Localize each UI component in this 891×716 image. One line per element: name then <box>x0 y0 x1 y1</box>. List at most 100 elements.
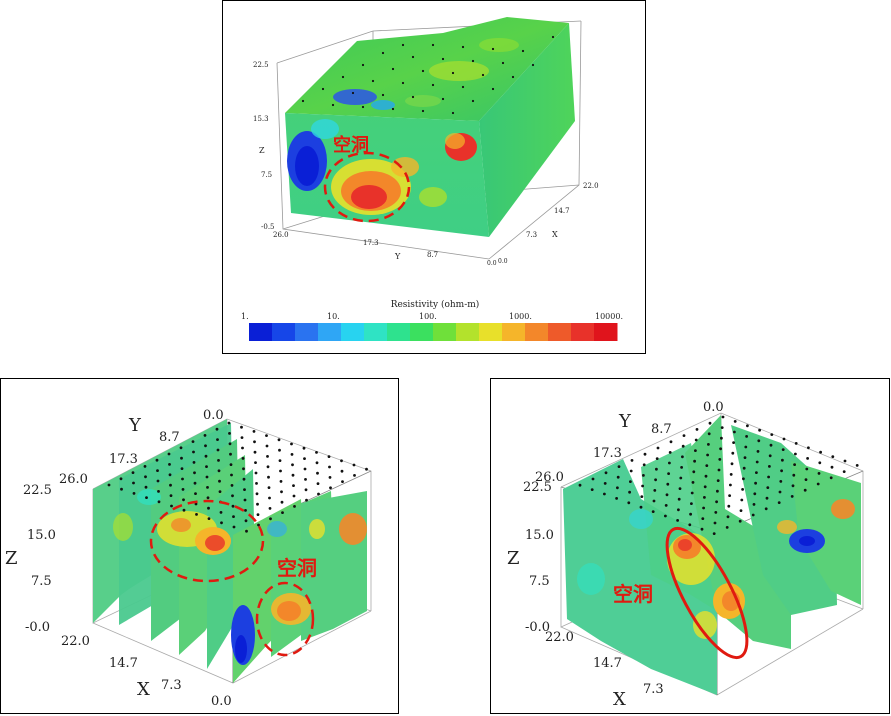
electrode-dot <box>220 521 223 525</box>
z-tick-2: 15.0 <box>27 528 56 543</box>
electrode-dot <box>745 435 748 438</box>
electrode-dot <box>132 481 135 485</box>
cavity-label: 空洞 <box>333 134 369 156</box>
electrode-dot <box>653 489 657 492</box>
electrode-dot <box>144 475 147 479</box>
electrode-dot <box>192 450 195 454</box>
electrode-dot <box>277 438 281 442</box>
electrode-dot <box>706 453 709 457</box>
electrode-dot <box>145 496 148 499</box>
electrode-dot <box>227 421 231 425</box>
electrode-dot <box>255 492 259 496</box>
electrode-dot <box>268 496 271 500</box>
electrode-dot <box>120 487 123 491</box>
electrode-dot <box>700 527 704 531</box>
electrode-dot <box>655 467 658 471</box>
electrode-dot <box>669 440 673 444</box>
electrode-dot <box>714 511 718 514</box>
electrode-dot <box>712 532 716 535</box>
electrode-dot <box>231 504 235 508</box>
electrode-dot <box>782 437 786 441</box>
y-tick-2: 8.7 <box>159 430 180 445</box>
electrode-dot <box>182 498 185 502</box>
electrode-dot <box>278 448 281 452</box>
electrode-dot <box>352 463 356 467</box>
electrode-dot <box>578 483 582 487</box>
electrode-dot <box>681 444 685 448</box>
electrode-dot <box>818 461 822 465</box>
electrode-dot <box>755 460 759 464</box>
electrode-dot <box>757 439 761 443</box>
electrode-dot <box>302 446 306 450</box>
electrode-dot <box>690 502 693 505</box>
colorbar-swatch <box>525 323 549 341</box>
electrode-dot <box>207 517 211 520</box>
electrode-dot <box>693 459 696 463</box>
electrode-dot <box>194 502 198 506</box>
electrode-dot <box>804 478 808 481</box>
electrode-dot <box>769 443 773 447</box>
electrode-dot <box>721 415 725 419</box>
z-tick-3: 7.5 <box>261 171 272 179</box>
electrode-dot <box>182 508 186 512</box>
electrode-dot <box>679 476 683 480</box>
electrode-dot <box>328 476 332 479</box>
electrode-dot <box>204 454 208 458</box>
electrode-dot <box>278 459 282 462</box>
electrode-dots <box>301 35 555 115</box>
electrode-dot <box>256 513 260 516</box>
electrode-dot <box>667 472 670 475</box>
electrode-dot <box>157 490 160 493</box>
electrode-dot <box>590 488 594 491</box>
electrode-dot <box>290 442 293 446</box>
electrode-dot <box>229 452 232 456</box>
electrode-dot <box>228 432 231 435</box>
electrode-dot <box>280 500 284 504</box>
electrode-dot <box>230 473 233 477</box>
y-tick-2: 17.3 <box>363 239 379 247</box>
electrode-dot <box>718 458 722 461</box>
electrode-dot <box>725 526 729 529</box>
electrode-dot <box>665 493 669 497</box>
electrode-dots <box>578 415 859 535</box>
cavity-label: 空洞 <box>613 582 653 606</box>
legend-tick-3: 100. <box>419 312 437 321</box>
electrode-dot <box>156 479 160 483</box>
electrode-dot <box>688 523 692 527</box>
electrode-dot <box>754 481 757 485</box>
y-tick-3: 17.3 <box>109 452 138 467</box>
electrode-dot <box>727 504 731 508</box>
y-tick-4: 26.0 <box>535 470 564 485</box>
electrode-dot <box>744 445 748 449</box>
electrode-dot <box>254 471 258 475</box>
cavity-dashed-ellipse-1 <box>149 499 265 583</box>
electrode-dot <box>742 477 745 481</box>
y-tick-2: 8.7 <box>651 422 672 437</box>
electrode-dot <box>195 513 198 516</box>
electrode-dot <box>242 467 245 471</box>
colorbar-swatch <box>387 323 411 341</box>
electrode-dot <box>303 457 306 460</box>
electrode-dot <box>293 505 296 508</box>
electrode-dot <box>279 469 282 473</box>
electrode-dot <box>792 473 796 477</box>
electrode-dot <box>794 452 797 456</box>
electrode-dot <box>143 465 147 468</box>
electrode-dot <box>694 449 697 452</box>
electrode-dot <box>269 517 272 521</box>
electrode-dot <box>603 492 606 496</box>
electrode-dot <box>629 469 633 473</box>
electrode-dot <box>713 521 717 525</box>
electrode-dot <box>317 492 320 496</box>
electrode-dot <box>730 462 734 466</box>
x-tick-1: 22.0 <box>61 634 90 649</box>
top-face-anomalies <box>333 38 519 110</box>
electrode-dot <box>780 469 783 473</box>
electrode-dot <box>793 463 796 466</box>
z-tick-3: 7.5 <box>529 574 550 589</box>
electrode-dot <box>265 444 269 448</box>
top-3d-block-panel: 空洞 22.5 15.3 7.5 -0.5 Z 26.0 17.3 8.7 0.… <box>222 0 646 354</box>
electrode-dot <box>206 496 210 500</box>
electrode-dot <box>241 457 245 460</box>
electrode-dot <box>742 466 746 470</box>
